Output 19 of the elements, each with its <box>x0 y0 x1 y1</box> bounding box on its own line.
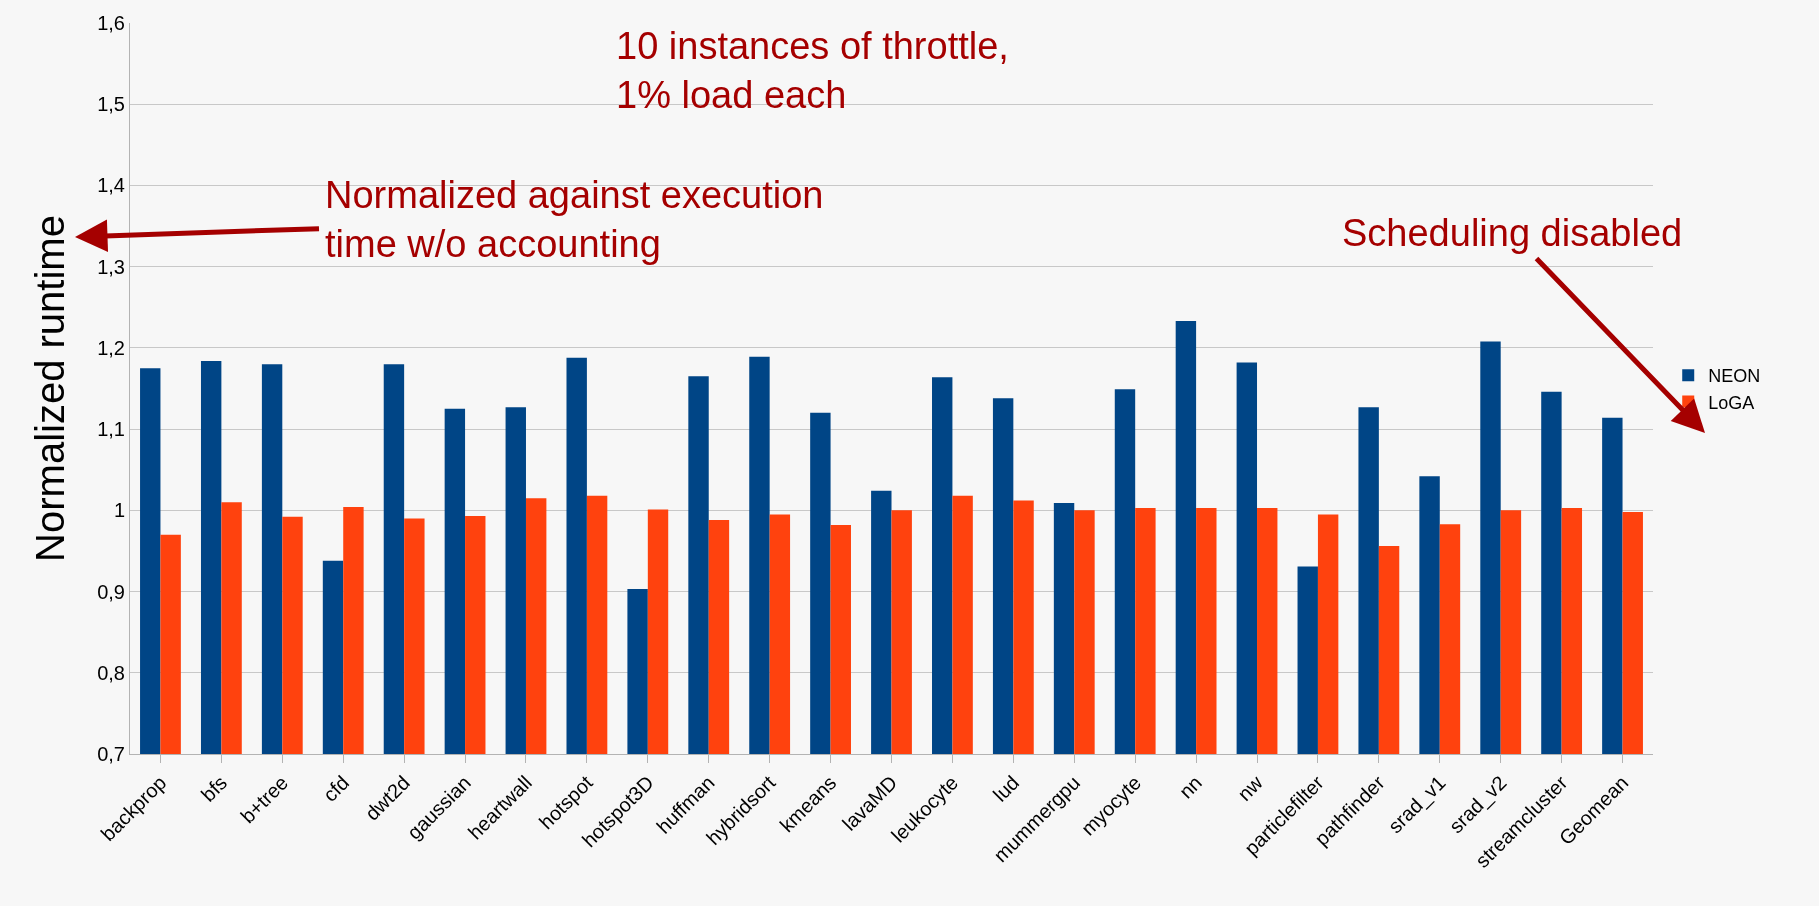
x-tick-label: nn <box>1174 771 1206 803</box>
legend-label: NEON <box>1708 366 1761 387</box>
x-tick-label: cfd <box>318 771 354 806</box>
annotation: 10 instances of throttle, 1% load each <box>616 25 1009 117</box>
y-tick-label: 1 <box>113 499 125 522</box>
y-tick-label: 0,9 <box>97 580 125 603</box>
y-tick-label: 1,4 <box>97 174 125 197</box>
y-tick-label: 0,8 <box>97 661 125 684</box>
x-tick-label: bfs <box>196 771 232 806</box>
y-axis-title: Normalized runtime <box>27 215 72 562</box>
y-tick-label: 1,3 <box>97 255 125 278</box>
annotation: Scheduling disabled <box>1342 212 1683 254</box>
y-tick-label: 1,6 <box>97 12 125 34</box>
y-tick-label: 1,1 <box>97 418 125 441</box>
annotation: Normalized against execution time w/o accounting <box>325 174 824 266</box>
legend-label: LoGA <box>1708 392 1755 413</box>
y-tick-label: 1,2 <box>97 336 125 359</box>
y-tick-label: 0,7 <box>97 743 125 765</box>
y-tick-label: 1,5 <box>97 93 125 116</box>
